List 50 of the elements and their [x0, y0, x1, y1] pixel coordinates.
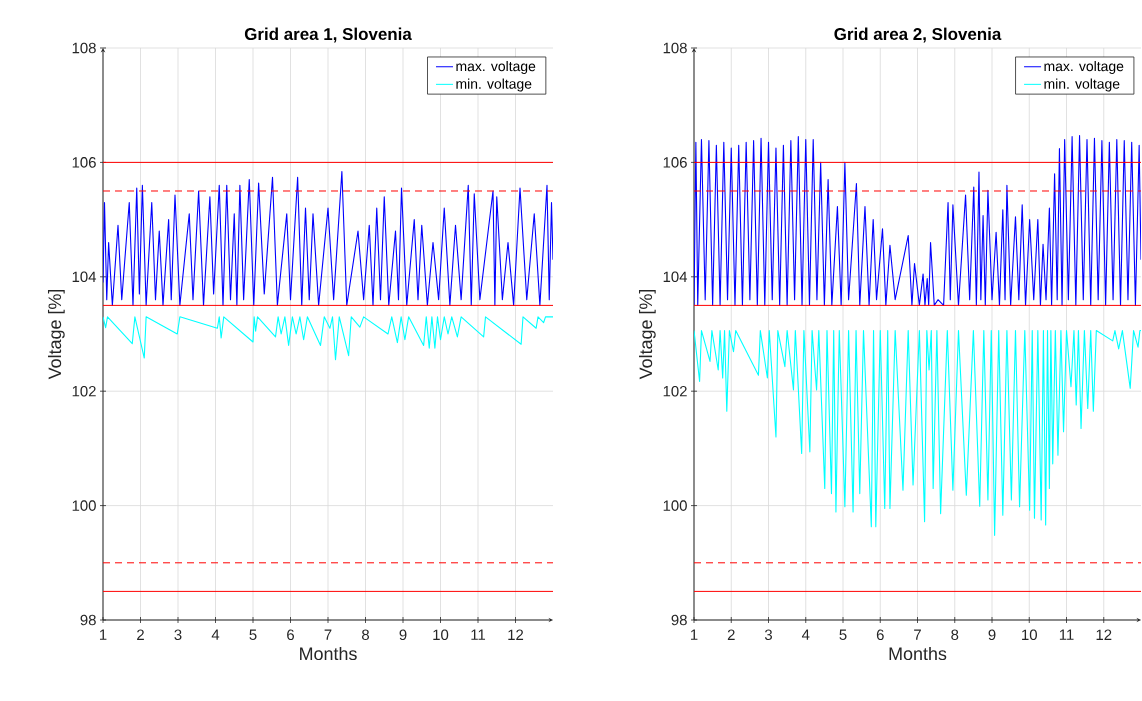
x-tick-label: 8	[362, 629, 369, 641]
x-tick-label: 12	[508, 629, 524, 640]
x-tick-label: 6	[287, 629, 294, 641]
x-tick-label: 9	[988, 629, 996, 641]
x-tick-label: 3	[764, 629, 773, 641]
x-tick-label: 6	[876, 629, 884, 641]
x-tick-label: 7	[914, 629, 921, 640]
legend-label: min. voltage	[456, 78, 532, 92]
x-tick-label: 10	[433, 629, 449, 641]
x-tick-label: 8	[951, 629, 959, 641]
x-tick-label: 9	[399, 629, 407, 641]
line-series	[694, 330, 1142, 536]
y-tick-label: 100	[72, 500, 96, 511]
x-tick-label: 1	[690, 629, 698, 640]
line-series	[103, 316, 553, 361]
chart-title: Grid area 1, Slovenia	[244, 27, 412, 43]
y-axis-title: Voltage [%]	[638, 289, 656, 380]
y-tick-label: 100	[663, 500, 687, 511]
x-tick-label: 5	[249, 629, 257, 640]
y-tick-label: 102	[72, 385, 96, 397]
x-tick-label: 11	[1059, 629, 1074, 640]
y-tick-label: 104	[663, 271, 688, 283]
line-series	[103, 171, 553, 306]
y-tick-label: 106	[663, 157, 687, 168]
chart-title: Grid area 2, Slovenia	[834, 27, 1002, 43]
x-tick-label: 1	[99, 629, 107, 640]
y-tick-label: 102	[663, 385, 687, 397]
legend-label: max. voltage	[456, 60, 536, 74]
x-tick-label: 4	[211, 629, 220, 640]
x-tick-label: 12	[1096, 629, 1112, 640]
y-tick-label: 104	[72, 271, 97, 283]
y-tick-label: 98	[80, 614, 96, 626]
x-tick-label: 10	[1022, 629, 1037, 641]
legend-label: min. voltage	[1044, 78, 1120, 92]
x-tick-label: 3	[174, 629, 182, 641]
line-series	[694, 134, 1142, 306]
y-axis-title: Voltage [%]	[47, 289, 65, 380]
x-tick-label: 5	[839, 629, 847, 640]
x-tick-label: 2	[137, 629, 144, 640]
y-tick-label: 108	[72, 42, 96, 54]
y-tick-label: 108	[663, 42, 687, 54]
y-tick-label: 98	[671, 614, 687, 626]
x-axis-title: Months	[300, 646, 357, 661]
x-axis-title: Months	[889, 646, 947, 661]
legend-label: max. voltage	[1044, 60, 1124, 74]
x-tick-label: 11	[471, 629, 486, 640]
x-tick-label: 2	[727, 629, 735, 640]
x-tick-label: 7	[324, 629, 332, 640]
y-tick-label: 106	[72, 157, 96, 168]
x-tick-label: 4	[801, 629, 810, 640]
